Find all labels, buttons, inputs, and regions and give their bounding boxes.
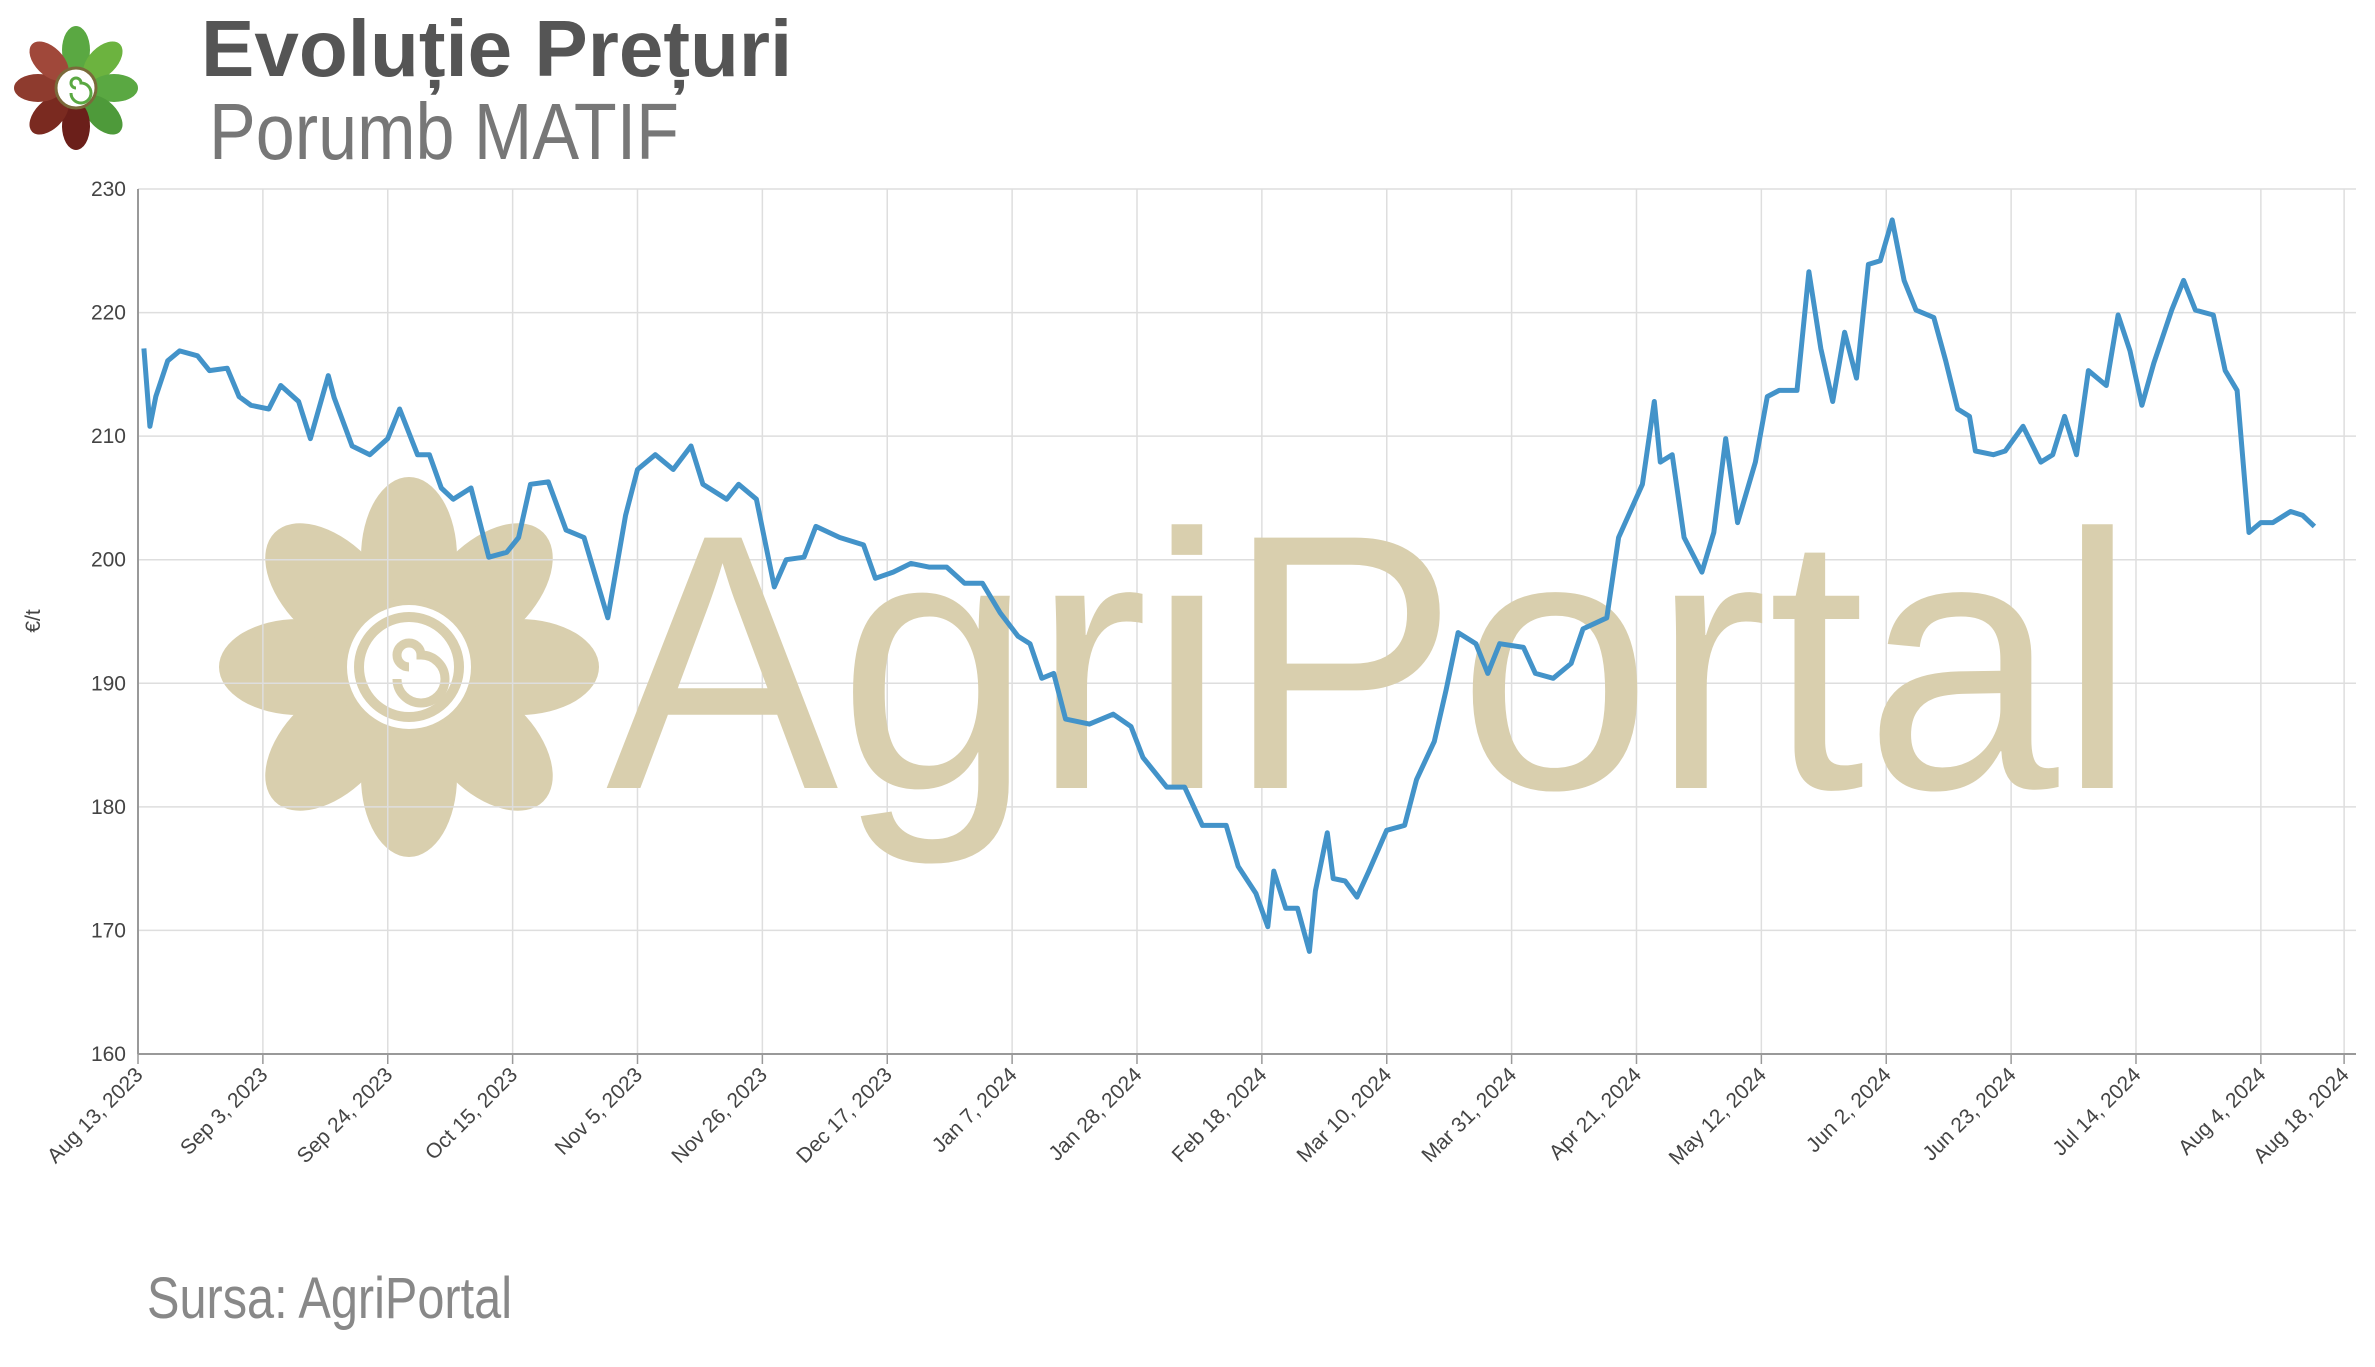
y-tick-label: 180 (91, 796, 126, 819)
x-tick-label: Apr 21, 2024 (1545, 1063, 1647, 1165)
source-note: Sursa: AgriPortal (147, 1266, 512, 1331)
x-tick-label: Aug 13, 2023 (43, 1063, 148, 1168)
x-tick-label: Mar 10, 2024 (1293, 1063, 1397, 1167)
x-tick-label: Mar 31, 2024 (1417, 1063, 1521, 1167)
y-tick-label: 200 (91, 549, 126, 572)
chart-title: Evoluție Prețuri (201, 4, 792, 95)
y-tick-label: 220 (91, 302, 126, 325)
x-tick-label: Nov 5, 2023 (551, 1063, 647, 1159)
x-tick-label: May 12, 2024 (1665, 1063, 1771, 1169)
x-tick-label: Sep 3, 2023 (176, 1063, 272, 1159)
y-tick-label: 210 (91, 425, 126, 448)
y-tick-label: 170 (91, 919, 126, 942)
chart-subtitle: Porumb MATIF (209, 87, 679, 176)
watermark-text: AgriPortal (606, 459, 2136, 868)
y-tick-label: 160 (91, 1043, 126, 1066)
x-tick-label: Jun 23, 2024 (1919, 1063, 2021, 1165)
watermark-flower (219, 477, 599, 857)
price-line (141, 217, 2317, 954)
y-tick-label: 190 (91, 672, 126, 695)
x-tick-label: Jan 28, 2024 (1044, 1063, 1146, 1165)
y-tick-label: 230 (91, 178, 126, 201)
x-tick-label: Dec 17, 2023 (792, 1063, 897, 1168)
logo (14, 26, 138, 150)
y-axis-label: €/t (22, 609, 45, 633)
x-tick-label: Feb 18, 2024 (1168, 1063, 1272, 1167)
x-tick-label: Jan 7, 2024 (928, 1063, 1022, 1157)
x-tick-label: Jul 14, 2024 (2048, 1063, 2145, 1160)
x-tick-label: Oct 15, 2023 (421, 1063, 522, 1164)
x-tick-label: Nov 26, 2023 (667, 1063, 772, 1168)
x-tick-label: Jun 2, 2024 (1802, 1063, 1896, 1157)
x-tick-label: Sep 24, 2023 (293, 1063, 398, 1168)
